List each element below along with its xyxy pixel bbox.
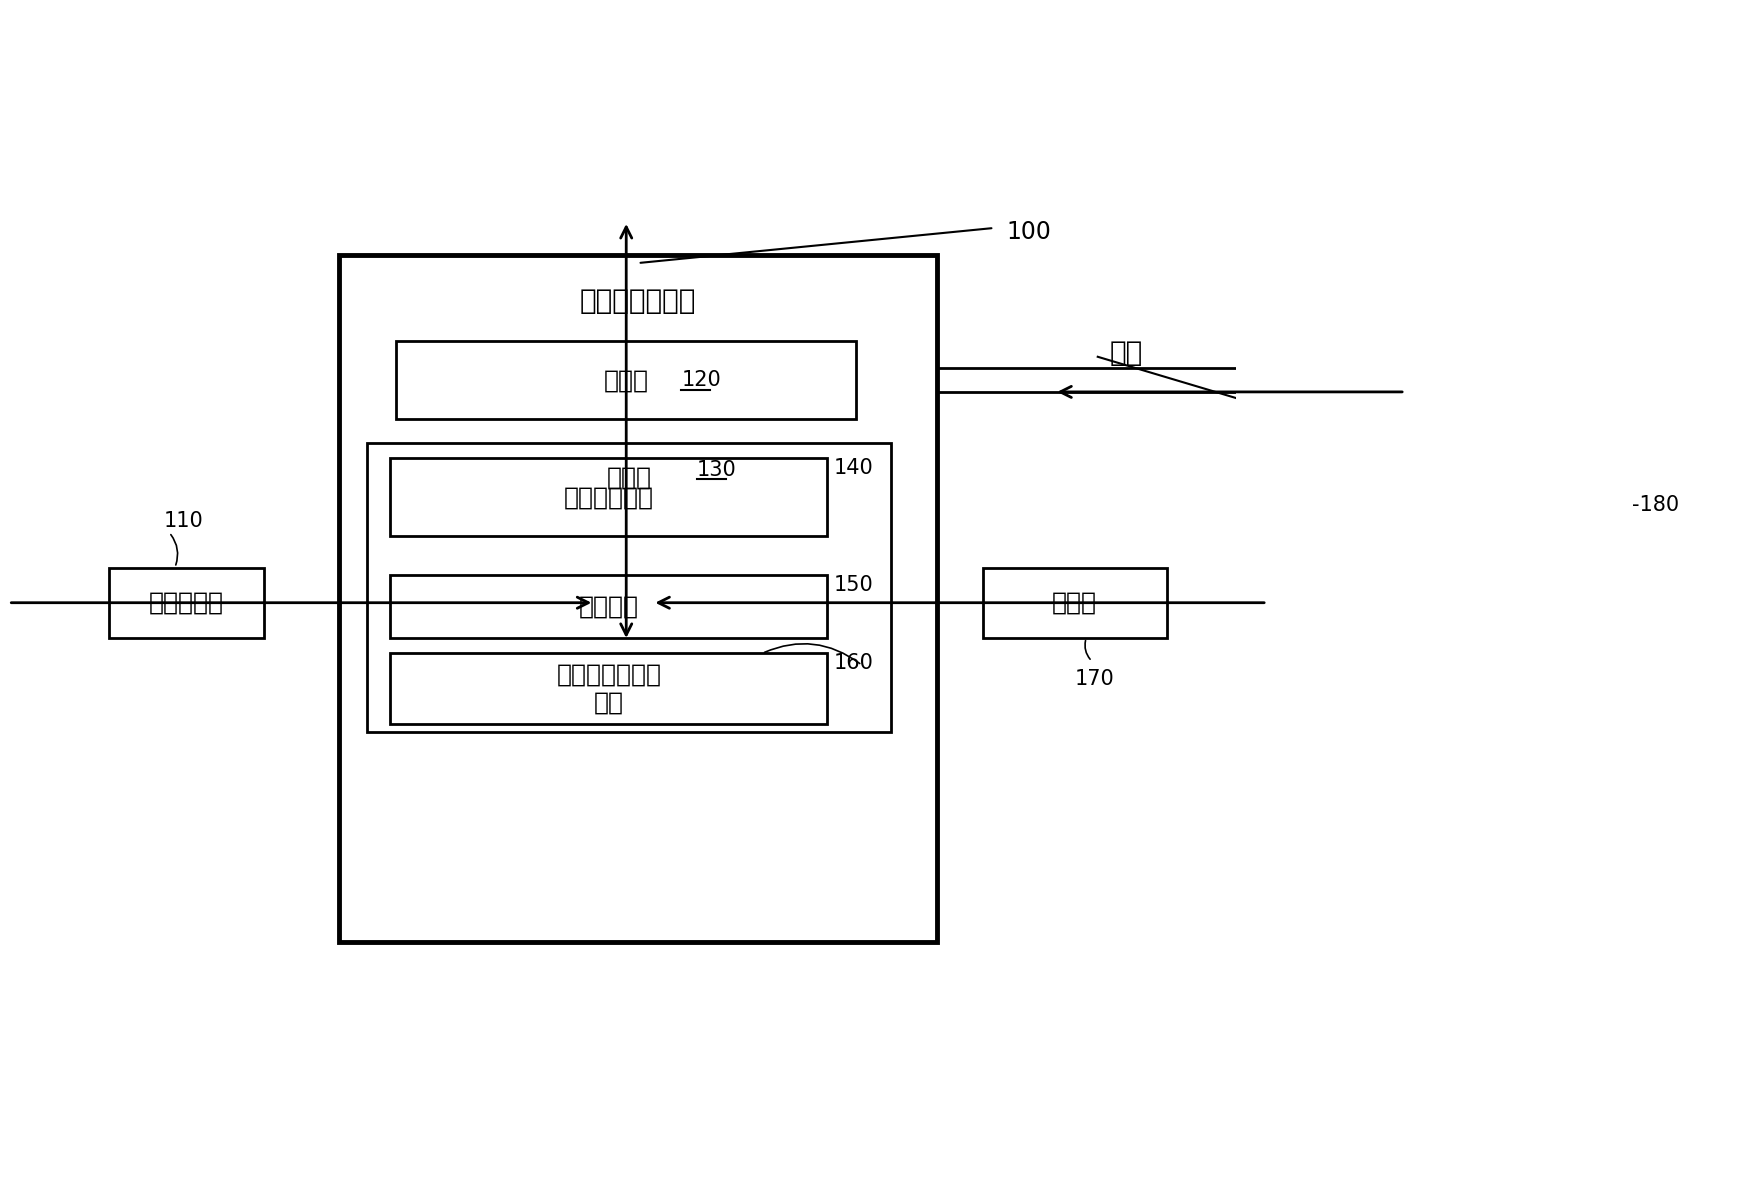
- Text: 前景分割过程: 前景分割过程: [564, 486, 655, 509]
- Text: 160: 160: [834, 654, 872, 674]
- Text: 网络: 网络: [1109, 339, 1142, 366]
- Text: 输入的图像: 输入的图像: [148, 591, 225, 615]
- Text: 130: 130: [696, 460, 736, 480]
- Text: 100: 100: [1006, 220, 1052, 243]
- Text: 计算机视觉系统: 计算机视觉系统: [580, 286, 696, 314]
- Text: 存储器: 存储器: [606, 466, 651, 491]
- Text: 110: 110: [164, 511, 204, 531]
- Text: 170: 170: [1074, 669, 1114, 689]
- FancyBboxPatch shape: [982, 567, 1166, 638]
- FancyBboxPatch shape: [390, 459, 827, 537]
- Text: -180: -180: [1633, 495, 1680, 515]
- Text: 分割图像: 分割图像: [580, 595, 639, 618]
- FancyBboxPatch shape: [397, 342, 857, 420]
- Text: 150: 150: [834, 576, 872, 596]
- FancyBboxPatch shape: [390, 576, 827, 638]
- Text: 140: 140: [834, 459, 872, 479]
- FancyBboxPatch shape: [339, 255, 937, 942]
- FancyBboxPatch shape: [367, 442, 891, 732]
- FancyBboxPatch shape: [390, 654, 827, 723]
- Text: 基于块的分析的
过程: 基于块的分析的 过程: [557, 663, 662, 714]
- Text: 120: 120: [681, 370, 721, 390]
- FancyBboxPatch shape: [108, 567, 265, 638]
- Text: 块信息: 块信息: [1052, 591, 1097, 615]
- Text: 处理器: 处理器: [604, 369, 649, 392]
